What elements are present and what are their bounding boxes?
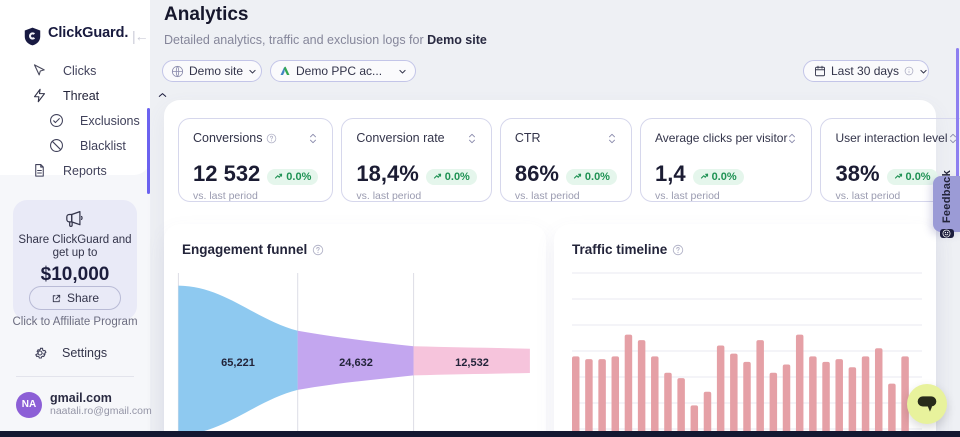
svg-text:24,632: 24,632 [339,357,373,369]
svg-text:65,221: 65,221 [221,357,255,369]
svg-text:12,532: 12,532 [455,357,489,369]
